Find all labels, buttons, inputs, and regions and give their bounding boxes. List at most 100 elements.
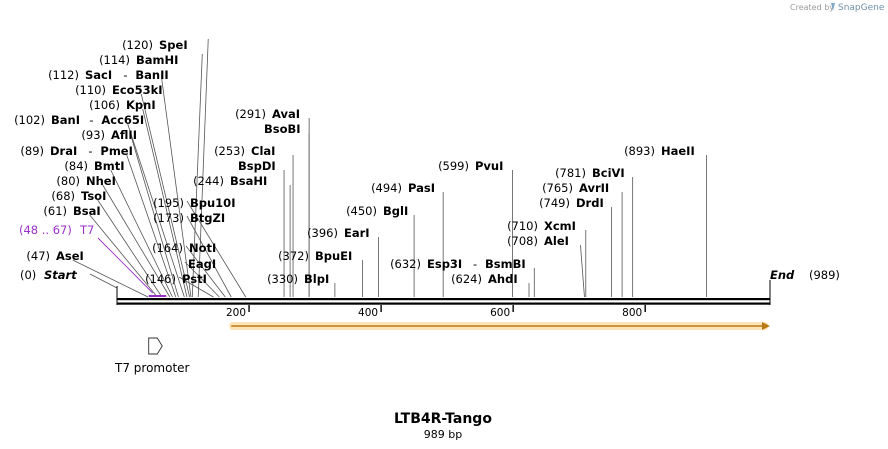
end-text: End xyxy=(770,268,795,282)
cut-site-clai: (253) ClaI xyxy=(214,144,275,158)
ruler-tick-label: 400 xyxy=(358,307,378,319)
cut-site-position: (146) xyxy=(145,272,176,286)
cut-site-position: (330) xyxy=(267,272,298,286)
cut-site-bpuei: (372) BpuEI xyxy=(278,249,352,263)
enzyme-name: BanI xyxy=(51,113,80,127)
cut-site-avrii: (765) AvrII xyxy=(542,181,609,195)
ruler: 200 400 600 800 xyxy=(226,305,646,319)
primer-t7: (48 .. 67) T7 xyxy=(19,223,167,297)
cut-site-line xyxy=(97,199,163,298)
cut-site-position: (765) xyxy=(542,181,573,195)
enzyme-name: Bpu10I xyxy=(190,196,235,210)
enzyme-separator: - xyxy=(89,113,93,127)
cut-site-line xyxy=(102,184,171,298)
enzyme-name: SpeI xyxy=(159,38,188,52)
cut-site-position: (89) xyxy=(20,144,44,158)
start-connector xyxy=(89,273,118,289)
enzyme-name: HaeII xyxy=(661,144,695,158)
cut-site-bani: (102) BanI - Acc65I xyxy=(14,113,144,127)
cut-site-line xyxy=(186,200,247,298)
ruler-tick-label: 800 xyxy=(622,307,642,319)
enzyme-name: XcmI xyxy=(544,219,576,233)
primer-range: (48 .. 67) xyxy=(19,223,72,237)
cut-site-btgzi: (173) BtgZI xyxy=(153,211,225,225)
cut-site-position: (80) xyxy=(56,174,80,188)
cut-site-line xyxy=(110,169,173,298)
cut-site-position: (632) xyxy=(390,257,421,271)
enzyme-separator: - xyxy=(473,257,477,271)
cut-site-ahdi: (624) AhdI xyxy=(451,272,518,286)
cut-site-line xyxy=(72,259,149,298)
end-position: (989) xyxy=(809,268,840,282)
cut-site-eari: (396) EarI xyxy=(307,226,370,240)
cut-site-position: (781) xyxy=(555,166,586,180)
orf-arrowhead-icon xyxy=(762,322,770,330)
cut-site-bgli: (450) BglI xyxy=(346,204,408,218)
cut-site-position: (112) xyxy=(48,68,79,82)
cut-site-bmti: (84) BmtI xyxy=(64,159,124,173)
enzyme-name: PasI xyxy=(408,181,435,195)
enzyme-name: ClaI xyxy=(251,144,275,158)
enzyme-alt-name: Acc65I xyxy=(101,113,144,127)
cut-site-alei: (708) AleI xyxy=(507,234,569,248)
ruler-tick-label: 600 xyxy=(490,307,510,319)
cut-site-position: (372) xyxy=(278,249,309,263)
cut-site-aflii: (93) AflII xyxy=(81,128,137,142)
cut-site-position: (244) xyxy=(193,174,224,188)
cut-site-line xyxy=(197,38,209,298)
start-label: (0) Start xyxy=(20,268,77,282)
enzyme-name: AleI xyxy=(544,234,569,248)
end-label: End (989) xyxy=(770,268,840,282)
enzyme-name: SacI xyxy=(85,68,112,82)
cut-site-xcmi: (710) XcmI xyxy=(507,219,576,233)
enzyme-name: EagI xyxy=(188,257,216,271)
cut-site-pasi: (494) PasI xyxy=(371,181,435,195)
cut-site-line xyxy=(580,244,585,298)
promoter-arrow-icon xyxy=(148,337,163,355)
cut-site-position: (710) xyxy=(507,219,538,233)
start-text: Start xyxy=(44,268,77,282)
cut-site-line xyxy=(127,123,185,298)
cut-site-saci: (112) SacI - BanII xyxy=(48,68,169,82)
cut-site-position: (195) xyxy=(153,196,184,210)
sequence-length: 989 bp xyxy=(424,428,462,441)
cut-site-line xyxy=(184,261,220,298)
cut-site-position: (893) xyxy=(624,144,655,158)
cut-site-avai: (291) AvaI xyxy=(235,107,300,121)
enzyme-name: TsoI xyxy=(81,189,106,203)
enzyme-name: BtgZI xyxy=(190,211,225,225)
enzyme-name: Eco53kI xyxy=(112,83,163,97)
cut-site-position: (599) xyxy=(438,159,469,173)
cut-site-pvui: (599) PvuI xyxy=(438,159,503,173)
enzyme-name: AseI xyxy=(56,249,84,263)
cut-site-bsahi: (244) BsaHI xyxy=(193,174,267,188)
enzyme-name: BsaI xyxy=(73,204,101,218)
start-position: (0) xyxy=(20,268,36,282)
enzyme-name: BamHI xyxy=(136,53,178,67)
cut-site-labels: (47) AseI (61) BsaI(68) TsoI(80) NheI(84) BmtI… xyxy=(14,38,695,286)
credit-brand: SnapGene xyxy=(838,3,885,13)
cut-site-position: (164) xyxy=(152,241,183,255)
primer-connector xyxy=(97,237,154,294)
enzyme-alt-name: BsmBI xyxy=(485,257,526,271)
cut-site-position: (93) xyxy=(81,128,105,142)
cut-site-position: (106) xyxy=(89,98,120,112)
cut-site-position: (47) xyxy=(26,249,50,263)
cut-site-position: (749) xyxy=(539,196,570,210)
enzyme-alt-name: PmeI xyxy=(100,144,132,158)
cut-site-position: (102) xyxy=(14,113,45,127)
cut-site-position: (624) xyxy=(451,272,482,286)
cut-site-line xyxy=(126,154,177,298)
cut-site-position: (494) xyxy=(371,181,402,195)
cut-site-kpni: (106) KpnI xyxy=(89,98,156,112)
ruler-tick-label: 200 xyxy=(226,307,246,319)
cut-site-eagi: EagI xyxy=(188,257,216,271)
cut-site-bspdi: BspDI xyxy=(238,159,276,173)
enzyme-name: NotI xyxy=(189,241,216,255)
cut-site-line xyxy=(131,138,179,298)
backbone-top-strand xyxy=(117,298,770,301)
cut-site-position: (84) xyxy=(64,159,88,173)
cut-site-position: (68) xyxy=(51,189,75,203)
cut-site-spei: (120) SpeI xyxy=(122,38,188,52)
enzyme-name: BglI xyxy=(383,204,408,218)
